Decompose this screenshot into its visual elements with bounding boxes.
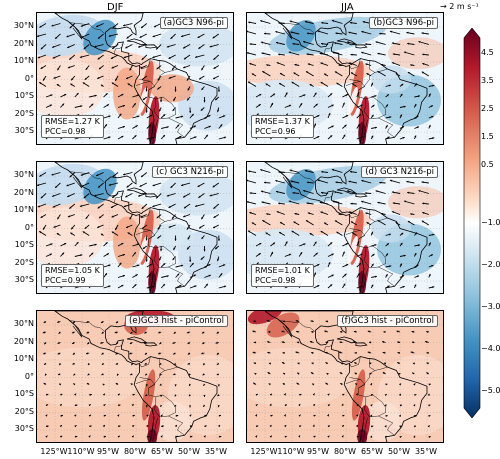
colorbar-tick: 3.5: [481, 76, 494, 85]
lon-tick: 95°W: [306, 447, 330, 456]
colorbar-graphic: [463, 28, 481, 418]
lat-tick: 20°N: [13, 38, 34, 48]
lat-tick: 30°N: [13, 21, 34, 30]
panel-stats: RMSE=1.01 K PCC=0.98: [251, 264, 314, 287]
lon-tick: 110°W: [67, 447, 95, 456]
lat-tick: 20°N: [13, 187, 34, 197]
colorbar-tick: 2.5: [481, 104, 494, 113]
lat-tick: 20°S: [14, 108, 34, 118]
pcc-value: PCC=0.99: [45, 275, 86, 285]
map-panel-a: (a)GC3 N96-pi RMSE=1.27 K PCC=0.98: [36, 12, 234, 145]
panel-label: (d) GC3 N216-pi: [361, 166, 438, 178]
lat-tick: 0°: [24, 222, 34, 232]
rmse-value: RMSE=1.37 K: [255, 117, 310, 126]
lon-tick: 125°W: [250, 447, 278, 456]
lon-tick: 125°W: [40, 447, 68, 456]
panel-stats: RMSE=1.05 K PCC=0.99: [41, 264, 104, 287]
lat-tick: 30°S: [14, 424, 34, 433]
map-graphic: [37, 311, 233, 442]
colorbar-tick: −4.0: [481, 344, 500, 353]
lat-tick: 0°: [24, 371, 34, 381]
lon-tick: 50°W: [177, 447, 201, 456]
lon-tick: 80°W: [123, 447, 147, 456]
map-panel-c: (c) GC3 N216-pi RMSE=1.05 K PCC=0.99: [36, 161, 234, 294]
map-panel-d: (d) GC3 N216-pi RMSE=1.01 K PCC=0.98: [246, 161, 444, 294]
lat-tick: 30°N: [13, 319, 34, 328]
pcc-value: PCC=0.98: [45, 126, 86, 136]
pcc-value: PCC=0.98: [255, 275, 296, 285]
colorbar-tick: −5.0: [481, 386, 500, 395]
lat-tick: 20°N: [13, 336, 34, 346]
lat-tick: 30°S: [14, 126, 34, 135]
colorbar-tick: −1.0: [481, 218, 500, 227]
map-panel-e: (e)GC3 hist - piControl: [36, 310, 234, 443]
lat-tick: 10°S: [14, 91, 34, 100]
lat-tick: 0°: [24, 73, 34, 83]
lon-tick: 65°W: [150, 447, 174, 456]
map-panel-b: (b)GC3 N96-pi RMSE=1.37 K PCC=0.96: [246, 12, 444, 145]
colorbar-tick: 1.5: [481, 132, 494, 141]
colorbar-tick: −3.0: [481, 302, 500, 311]
colorbar-tick: 0.5: [481, 160, 494, 169]
reference-vector-label: → 2 m s⁻¹: [440, 2, 479, 11]
lat-tick: 10°S: [14, 240, 34, 249]
lon-tick: 80°W: [333, 447, 357, 456]
map-graphic: [247, 311, 443, 442]
lon-tick: 110°W: [277, 447, 305, 456]
panel-stats: RMSE=1.37 K PCC=0.96: [251, 115, 314, 138]
lon-tick: 95°W: [96, 447, 120, 456]
colorbar-tick: 4.5: [481, 48, 494, 57]
panel-label: (f)GC3 hist - piControl: [337, 315, 438, 327]
map-graphic: [247, 162, 443, 293]
season-title-djf: DJF: [107, 2, 124, 13]
lat-tick: 20°S: [14, 406, 34, 416]
map-graphic: [37, 13, 233, 144]
pcc-value: PCC=0.96: [255, 126, 296, 136]
season-title-jja: JJA: [341, 2, 354, 13]
rmse-value: RMSE=1.05 K: [45, 266, 100, 275]
panel-label: (b)GC3 N96-pi: [369, 17, 438, 29]
lon-tick: 50°W: [387, 447, 411, 456]
rmse-value: RMSE=1.27 K: [45, 117, 100, 126]
lon-tick: 35°W: [414, 447, 438, 456]
lon-tick: 65°W: [360, 447, 384, 456]
panel-label: (c) GC3 N216-pi: [151, 166, 228, 178]
lat-tick: 10°S: [14, 389, 34, 398]
colorbar-tick: −2.0: [481, 260, 500, 269]
lat-tick: 10°N: [13, 56, 34, 65]
lat-tick: 20°S: [14, 257, 34, 267]
panel-label: (a)GC3 N96-pi: [159, 17, 228, 29]
lat-tick: 30°N: [13, 170, 34, 179]
lat-tick: 10°N: [13, 205, 34, 214]
lat-tick: 30°S: [14, 275, 34, 284]
lat-tick: 10°N: [13, 354, 34, 363]
map-panel-f: (f)GC3 hist - piControl: [246, 310, 444, 443]
panel-label: (e)GC3 hist - piControl: [125, 315, 228, 327]
rmse-value: RMSE=1.01 K: [255, 266, 310, 275]
lon-tick: 35°W: [204, 447, 228, 456]
panel-stats: RMSE=1.27 K PCC=0.98: [41, 115, 104, 138]
